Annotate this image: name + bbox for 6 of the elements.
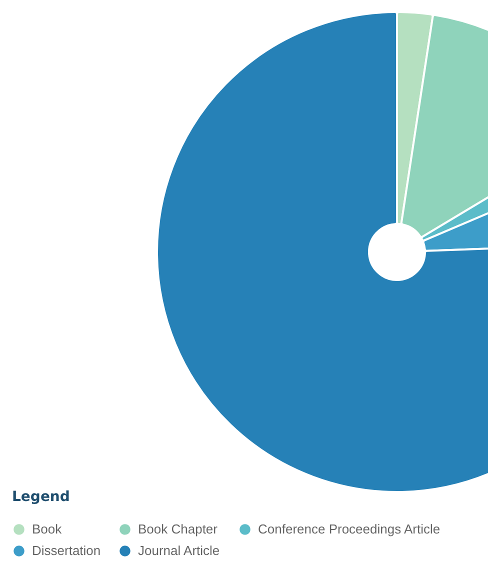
legend-label: Conference Proceedings Article bbox=[258, 521, 440, 536]
legend-label: Journal Article bbox=[138, 543, 220, 558]
legend-label: Dissertation bbox=[32, 543, 101, 558]
legend-title: Legend bbox=[12, 489, 70, 505]
legend-label: Book bbox=[32, 521, 62, 536]
legend-label: Book Chapter bbox=[138, 521, 218, 536]
